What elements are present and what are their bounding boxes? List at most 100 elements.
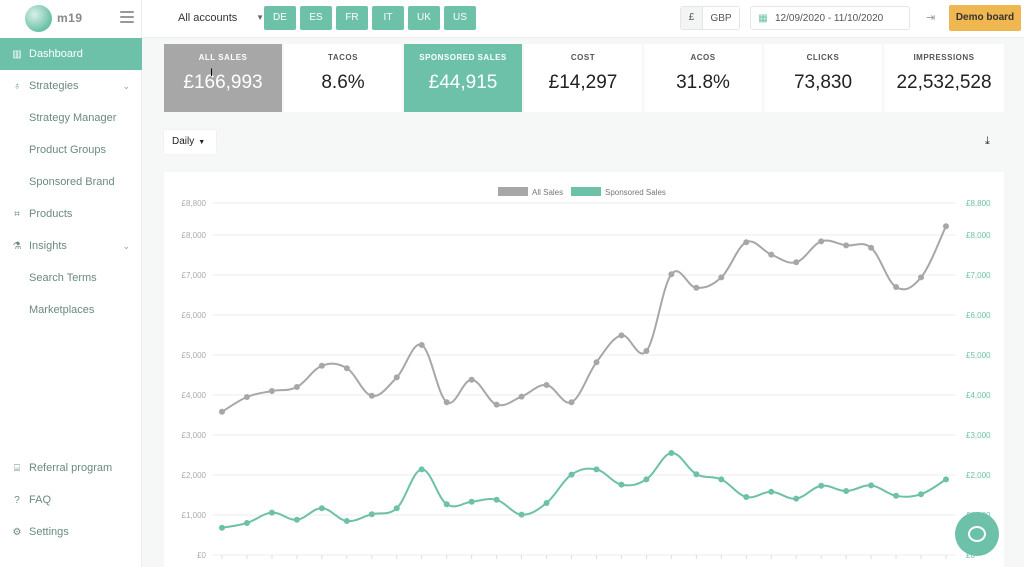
- sidebar-item-sponsored-brand[interactable]: Sponsored Brand: [0, 166, 142, 198]
- data-point: [618, 332, 625, 339]
- kpi-clicks[interactable]: CLICKS 73,830: [764, 44, 882, 112]
- data-point: [393, 374, 400, 381]
- y-tick-label-left: £6,000: [182, 311, 207, 320]
- market-button-us[interactable]: US: [444, 6, 476, 30]
- kpi-label: CLICKS: [806, 53, 840, 62]
- currency-symbol: £: [681, 7, 703, 29]
- kpi-label: ALL SALES: [198, 53, 248, 62]
- sidebar-item-product-groups[interactable]: Product Groups: [0, 134, 142, 166]
- data-point: [268, 509, 275, 516]
- data-point: [293, 384, 300, 390]
- data-point: [443, 399, 450, 406]
- currency-code: GBP: [710, 12, 732, 24]
- data-point: [768, 488, 775, 495]
- sidebar-item-strategies[interactable]: ♁ Strategies ⌄: [0, 70, 142, 102]
- sidebar-item-insights[interactable]: ⚗ Insights ⌄: [0, 230, 142, 262]
- data-point: [219, 524, 225, 531]
- data-point: [293, 516, 300, 523]
- flask-icon: ⚗: [12, 240, 22, 252]
- currency-select[interactable]: £ GBP: [680, 6, 740, 30]
- kpi-value: £166,993: [183, 72, 263, 93]
- data-point: [593, 466, 600, 473]
- data-point: [368, 392, 375, 399]
- y-tick-label-right: £3,000: [966, 431, 991, 440]
- market-button-de[interactable]: DE: [264, 6, 296, 30]
- data-point: [768, 251, 775, 258]
- calendar-icon: ▦: [758, 12, 768, 24]
- sidebar-item-referral[interactable]: ⌸ Referral program: [0, 452, 142, 484]
- data-point: [219, 408, 225, 415]
- top-bar: All accounts ▼ DE ES FR IT UK US £ GBP ▦…: [142, 0, 1024, 38]
- demo-board-button[interactable]: Demo board: [949, 5, 1021, 31]
- data-point: [818, 482, 825, 489]
- kpi-label: IMPRESSIONS: [913, 53, 975, 62]
- y-tick-label-left: £0: [197, 551, 206, 560]
- download-icon[interactable]: ⤓: [985, 135, 990, 147]
- data-point: [393, 505, 400, 512]
- sidebar-item-settings[interactable]: ⚙ Settings: [0, 516, 142, 548]
- y-tick-label-right: £2,000: [966, 471, 991, 480]
- kpi-impressions[interactable]: IMPRESSIONS 22,532,528: [884, 44, 1004, 112]
- data-point: [418, 342, 425, 348]
- date-range-picker[interactable]: ▦ 12/09/2020 - 11/10/2020: [750, 6, 910, 30]
- sidebar-item-dashboard[interactable]: ▥ Dashboard: [0, 38, 142, 70]
- market-button-fr[interactable]: FR: [336, 6, 368, 30]
- sidebar-item-label: Strategy Manager: [29, 112, 117, 124]
- sidebar-item-label: Search Terms: [29, 272, 97, 284]
- market-button-es[interactable]: ES: [300, 6, 332, 30]
- data-point: [868, 244, 875, 251]
- period-select[interactable]: Daily ▼: [164, 130, 216, 154]
- data-point: [793, 259, 800, 266]
- sidebar: m19 ▥ Dashboard ♁ Strategies ⌄ Strategy …: [0, 0, 142, 567]
- sidebar-item-products[interactable]: ⌗ Products: [0, 198, 142, 230]
- data-point: [368, 511, 375, 518]
- data-point: [943, 476, 949, 483]
- data-point: [743, 494, 750, 500]
- y-tick-label-right: £4,000: [966, 391, 991, 400]
- sidebar-item-search-terms[interactable]: Search Terms: [0, 262, 142, 294]
- y-tick-label-left: £4,000: [182, 391, 207, 400]
- y-tick-label-left: £5,000: [182, 351, 207, 360]
- data-point: [593, 359, 600, 366]
- kpi-all-sales[interactable]: ALL SALES £166,993: [164, 44, 282, 112]
- kpi-label: TACOS: [328, 53, 358, 62]
- market-button-it[interactable]: IT: [372, 6, 404, 30]
- data-point: [743, 239, 750, 246]
- kpi-value: £44,915: [428, 72, 498, 93]
- kpi-value: 8.6%: [321, 72, 365, 93]
- sales-chart: £0£0£1,000£1,000£2,000£2,000£3,000£3,000…: [182, 187, 991, 560]
- kpi-value: £14,297: [548, 72, 618, 93]
- caret-down-icon: ▼: [198, 139, 206, 146]
- chevron-down-icon: ⌄: [122, 240, 130, 251]
- gear-icon: ⚙: [12, 526, 22, 538]
- menu-icon[interactable]: [120, 11, 134, 23]
- y-tick-label-left: £3,000: [182, 431, 207, 440]
- sidebar-item-faq[interactable]: ? FAQ: [0, 484, 142, 516]
- data-point: [643, 476, 650, 483]
- sidebar-item-label: Settings: [29, 526, 69, 538]
- data-point: [543, 382, 550, 388]
- logo-icon[interactable]: [25, 5, 52, 32]
- legend-label: All Sales: [532, 188, 563, 197]
- data-point: [918, 491, 925, 498]
- y-tick-label-right: £5,000: [966, 351, 991, 360]
- data-point: [243, 520, 250, 526]
- series-line: [221, 452, 947, 529]
- chat-button[interactable]: [955, 512, 999, 556]
- login-icon[interactable]: ⇥: [926, 12, 936, 24]
- market-button-uk[interactable]: UK: [408, 6, 440, 30]
- kpi-acos[interactable]: ACOS 31.8%: [644, 44, 762, 112]
- kpi-tacos[interactable]: TACOS 8.6%: [284, 44, 402, 112]
- kpi-cost[interactable]: COST £14,297: [524, 44, 642, 112]
- accounts-select-label: All accounts: [178, 12, 238, 24]
- kpi-sponsored-sales[interactable]: SPONSORED SALES £44,915: [404, 44, 522, 112]
- sidebar-item-strategy-manager[interactable]: Strategy Manager: [0, 102, 142, 134]
- chevron-down-icon: ⌄: [122, 80, 130, 91]
- data-point: [568, 399, 575, 406]
- sidebar-item-marketplaces[interactable]: Marketplaces: [0, 294, 142, 326]
- data-point: [493, 496, 500, 503]
- question-icon: ?: [14, 494, 20, 506]
- data-point: [343, 365, 350, 372]
- accounts-select[interactable]: All accounts ▼: [164, 7, 264, 29]
- data-point: [443, 501, 450, 508]
